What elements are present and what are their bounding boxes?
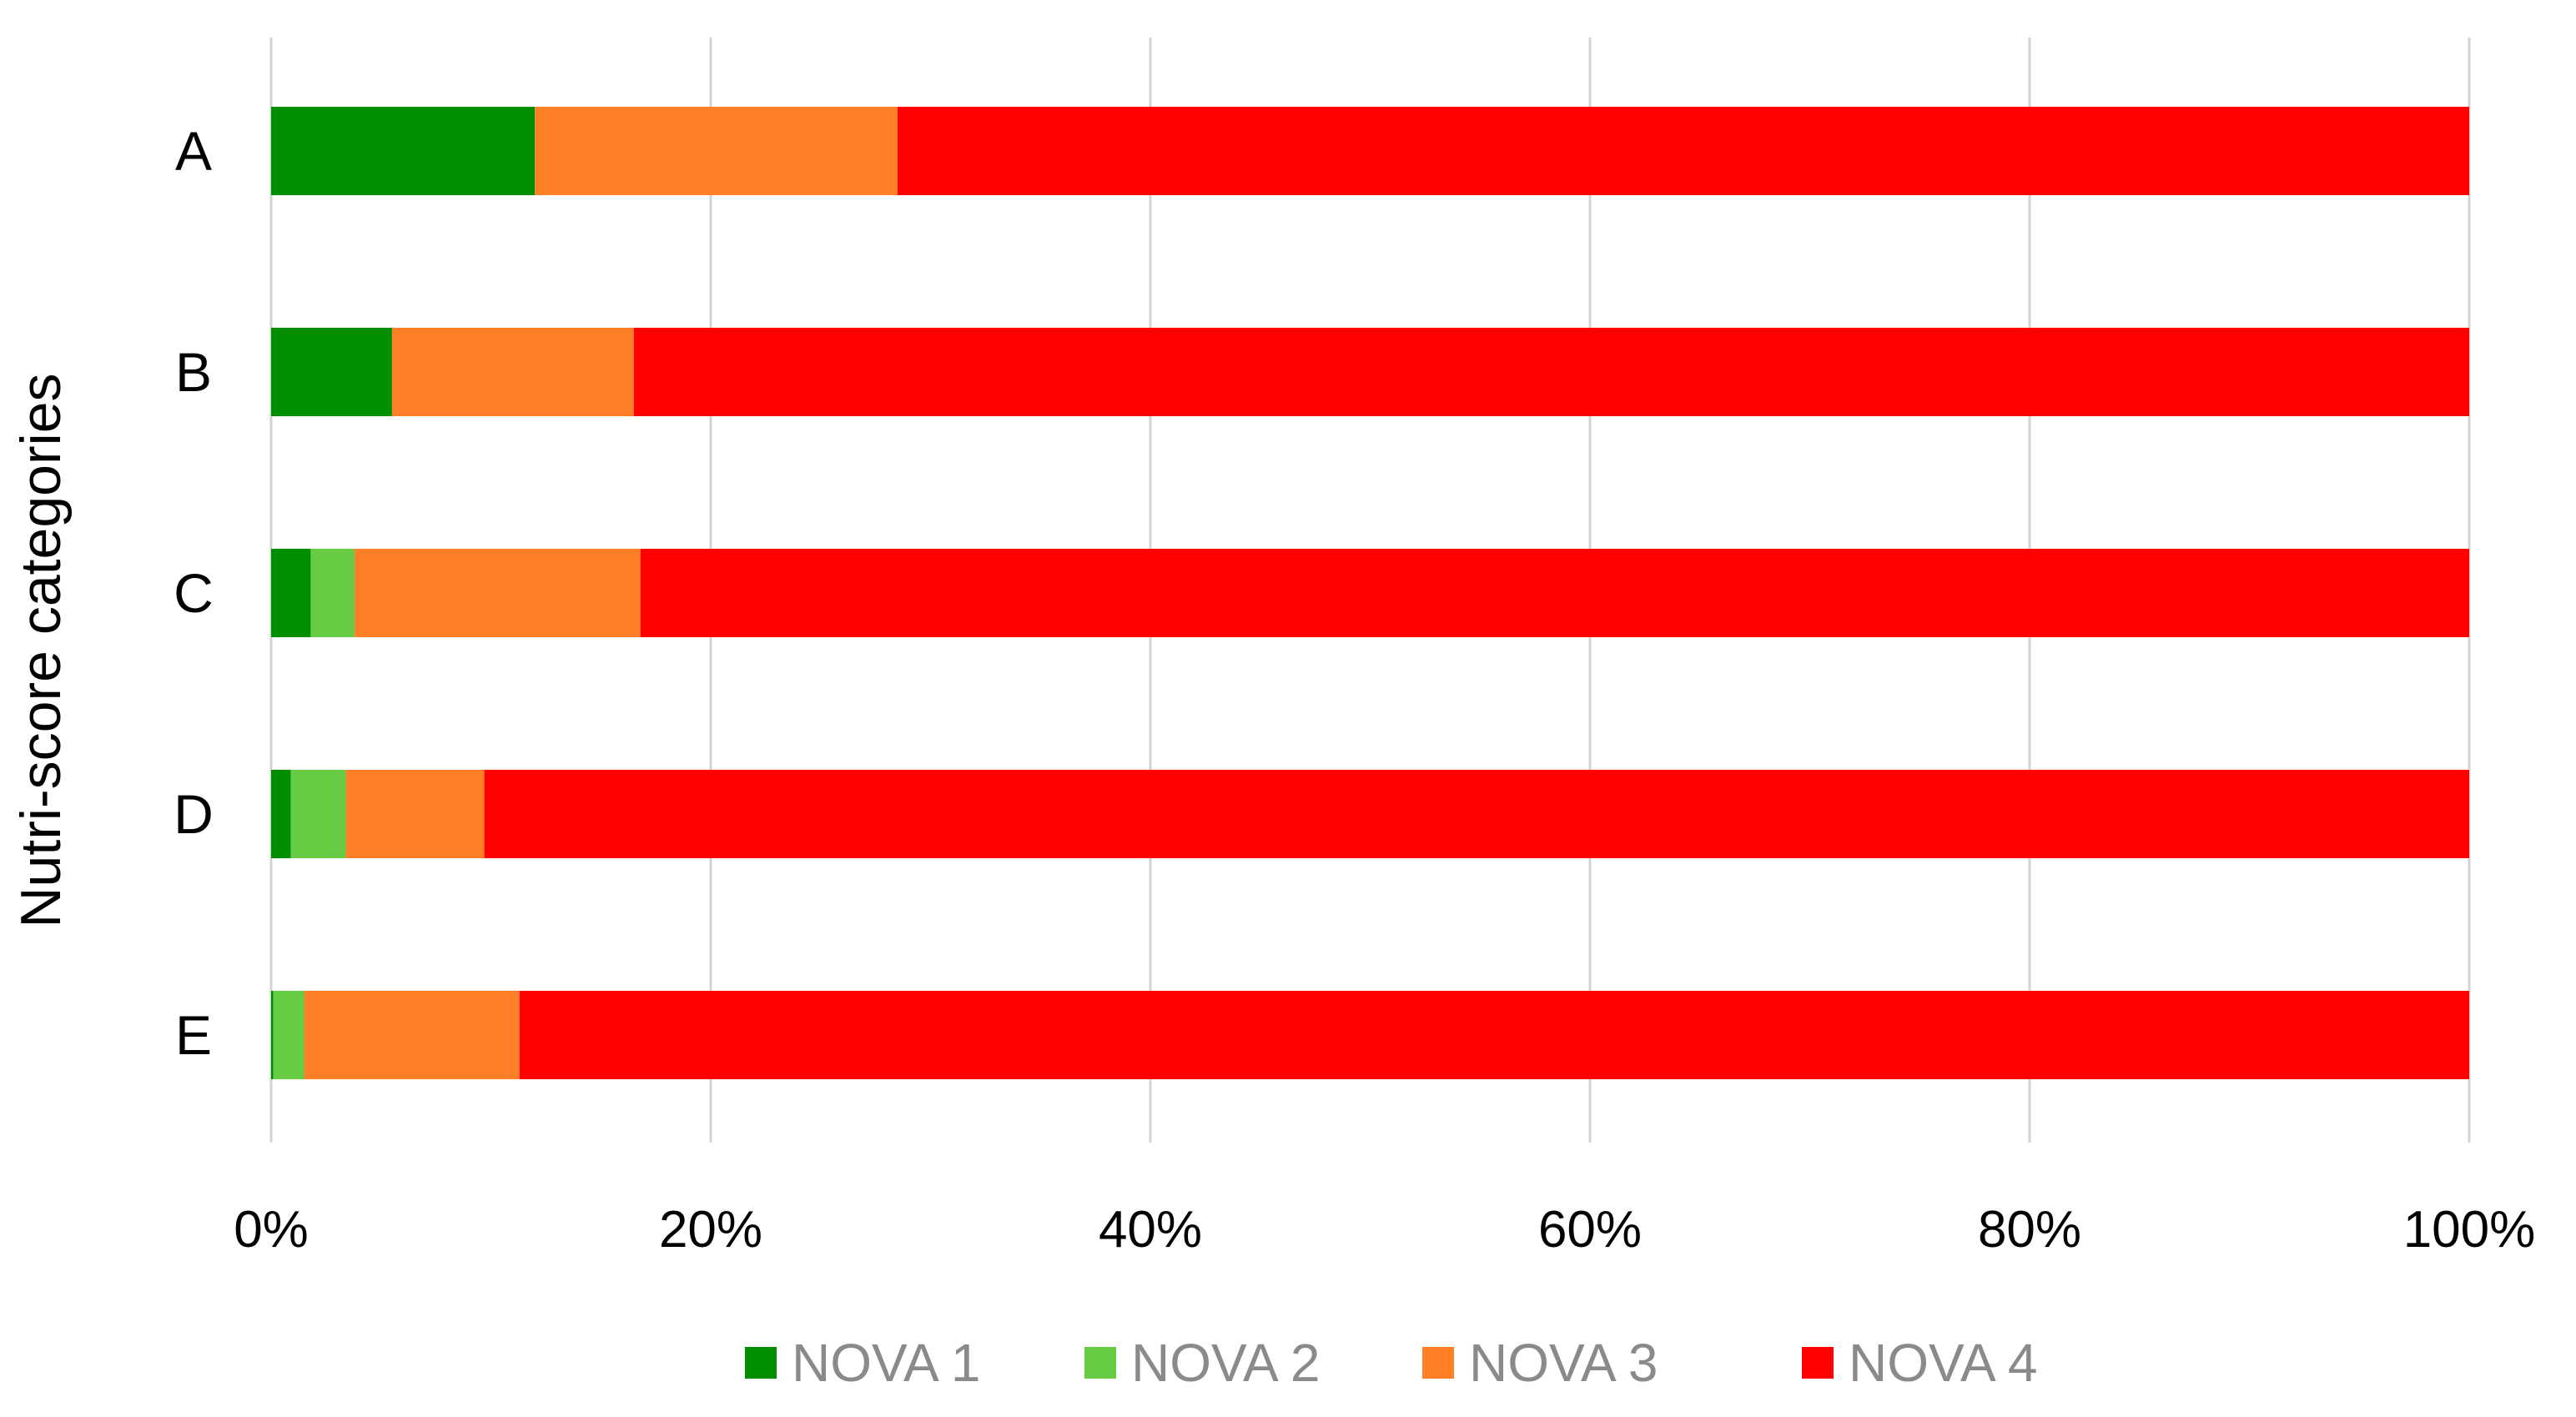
- bar-segment-c-nova-3: [355, 549, 641, 637]
- bar-segment-d-nova-1: [271, 770, 291, 858]
- legend-swatch: [745, 1347, 777, 1379]
- bar-segment-e-nova-3: [304, 991, 520, 1079]
- bar-segment-d-nova-3: [345, 770, 485, 858]
- legend-label: NOVA 4: [1849, 1333, 2037, 1393]
- bar-segment-a-nova-3: [535, 107, 898, 195]
- legend: NOVA 1 NOVA 2 NOVA 3 NOVA 4: [745, 1333, 2037, 1393]
- bar-segment-c-nova-1: [271, 549, 311, 637]
- bar-segment-b-nova-4: [633, 328, 2470, 416]
- bar-segment-e-nova-1: [271, 991, 274, 1079]
- x-tick-label: 0%: [234, 1201, 309, 1259]
- category-label: D: [174, 783, 214, 845]
- x-tick-label: 60%: [1538, 1201, 1642, 1259]
- bar-segment-a-nova-4: [897, 107, 2469, 195]
- legend-swatch: [1084, 1347, 1116, 1379]
- legend-swatch: [1802, 1347, 1834, 1379]
- x-tick-label: 100%: [2403, 1201, 2536, 1259]
- category-label: C: [174, 562, 214, 624]
- bar-segment-d-nova-2: [290, 770, 346, 858]
- category-label: B: [175, 341, 212, 403]
- bar-segment-d-nova-4: [484, 770, 2469, 858]
- legend-label: NOVA 2: [1131, 1333, 1320, 1393]
- bar-segment-c-nova-4: [640, 549, 2470, 637]
- legend-label: NOVA 1: [792, 1333, 980, 1393]
- legend-label: NOVA 3: [1469, 1333, 1658, 1393]
- y-axis-title: Nutri-score categories: [9, 373, 73, 927]
- bar-segment-e-nova-2: [273, 991, 304, 1079]
- bar-segment-a-nova-1: [271, 107, 536, 195]
- x-tick-label: 40%: [1099, 1201, 1202, 1259]
- legend-item: NOVA 3: [1422, 1333, 1658, 1393]
- legend-item: NOVA 4: [1802, 1333, 2037, 1393]
- bar-segment-c-nova-2: [310, 549, 355, 637]
- bar-segment-b-nova-1: [271, 328, 392, 416]
- category-label: E: [175, 1004, 212, 1066]
- legend-item: NOVA 1: [745, 1333, 980, 1393]
- bar-segment-b-nova-3: [391, 328, 634, 416]
- x-tick-label: 20%: [659, 1201, 762, 1259]
- bar-segment-e-nova-4: [519, 991, 2470, 1079]
- category-labels: A B C D E: [174, 120, 214, 1066]
- legend-item: NOVA 2: [1084, 1333, 1320, 1393]
- category-label: A: [175, 120, 212, 182]
- x-tick-label: 80%: [1978, 1201, 2081, 1259]
- x-tick-labels: 0% 20% 40% 60% 80% 100%: [234, 1201, 2535, 1259]
- legend-swatch: [1422, 1347, 1454, 1379]
- bars: [271, 107, 2470, 1079]
